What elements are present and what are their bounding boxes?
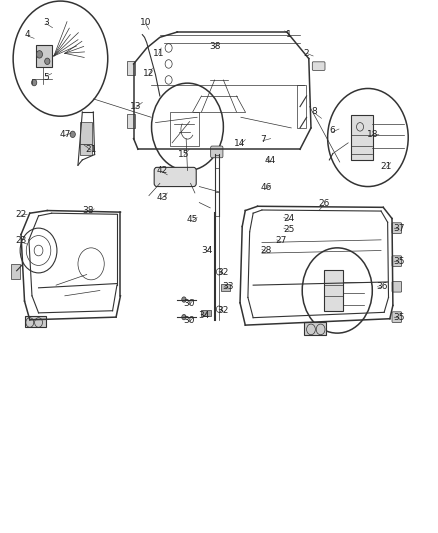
- Text: 28: 28: [261, 246, 272, 255]
- Circle shape: [182, 314, 186, 320]
- Text: 2: 2: [304, 49, 309, 58]
- Text: 43: 43: [156, 193, 168, 201]
- Text: 37: 37: [394, 224, 405, 232]
- Text: 15: 15: [178, 150, 190, 159]
- Text: 22: 22: [15, 210, 27, 219]
- Text: 35: 35: [394, 257, 405, 265]
- Text: 6: 6: [329, 126, 335, 135]
- Text: 5: 5: [43, 73, 49, 82]
- Text: 12: 12: [143, 69, 155, 78]
- Text: 32: 32: [218, 269, 229, 277]
- Circle shape: [32, 79, 37, 86]
- Text: 21: 21: [85, 145, 97, 154]
- Text: 21: 21: [381, 162, 392, 171]
- Text: 34: 34: [198, 311, 209, 320]
- Text: 30: 30: [184, 300, 195, 308]
- FancyBboxPatch shape: [36, 45, 52, 67]
- Text: 23: 23: [15, 237, 27, 245]
- Text: 35: 35: [394, 313, 405, 321]
- Text: 36: 36: [376, 282, 388, 291]
- Text: 25: 25: [283, 225, 295, 233]
- Circle shape: [70, 131, 75, 138]
- Text: 27: 27: [276, 237, 287, 245]
- Text: 1: 1: [286, 30, 292, 39]
- FancyBboxPatch shape: [127, 61, 135, 75]
- Text: 38: 38: [83, 206, 94, 215]
- FancyBboxPatch shape: [154, 167, 196, 187]
- Text: 11: 11: [153, 49, 164, 58]
- FancyBboxPatch shape: [201, 310, 211, 316]
- Text: 34: 34: [201, 246, 212, 255]
- Text: 7: 7: [260, 135, 266, 144]
- Text: 33: 33: [222, 282, 233, 291]
- Text: 14: 14: [234, 140, 246, 148]
- FancyBboxPatch shape: [304, 322, 326, 335]
- FancyBboxPatch shape: [392, 256, 402, 266]
- FancyBboxPatch shape: [221, 284, 230, 291]
- Text: 47: 47: [59, 130, 71, 139]
- FancyBboxPatch shape: [324, 270, 343, 311]
- Circle shape: [45, 58, 50, 64]
- FancyBboxPatch shape: [392, 223, 402, 233]
- Text: 38: 38: [209, 43, 220, 51]
- Circle shape: [182, 297, 186, 302]
- Text: 18: 18: [367, 130, 379, 139]
- FancyBboxPatch shape: [25, 316, 46, 327]
- Text: 26: 26: [318, 199, 330, 208]
- Circle shape: [36, 51, 42, 58]
- Text: 8: 8: [311, 108, 318, 116]
- Text: 10: 10: [140, 18, 151, 27]
- Text: 32: 32: [218, 306, 229, 314]
- FancyBboxPatch shape: [211, 146, 223, 158]
- FancyBboxPatch shape: [312, 62, 325, 70]
- Text: 46: 46: [261, 183, 272, 192]
- FancyBboxPatch shape: [80, 122, 92, 144]
- FancyBboxPatch shape: [11, 264, 20, 279]
- FancyBboxPatch shape: [127, 114, 135, 128]
- Text: 13: 13: [130, 102, 141, 111]
- FancyBboxPatch shape: [392, 281, 402, 292]
- FancyBboxPatch shape: [392, 312, 402, 322]
- Text: 24: 24: [283, 214, 295, 223]
- Text: 45: 45: [187, 215, 198, 224]
- Text: 42: 42: [156, 166, 168, 175]
- Text: 44: 44: [265, 157, 276, 165]
- FancyBboxPatch shape: [80, 144, 92, 155]
- FancyBboxPatch shape: [351, 115, 373, 160]
- Text: 4: 4: [25, 30, 30, 39]
- Text: 3: 3: [43, 18, 49, 27]
- Text: 30: 30: [184, 317, 195, 325]
